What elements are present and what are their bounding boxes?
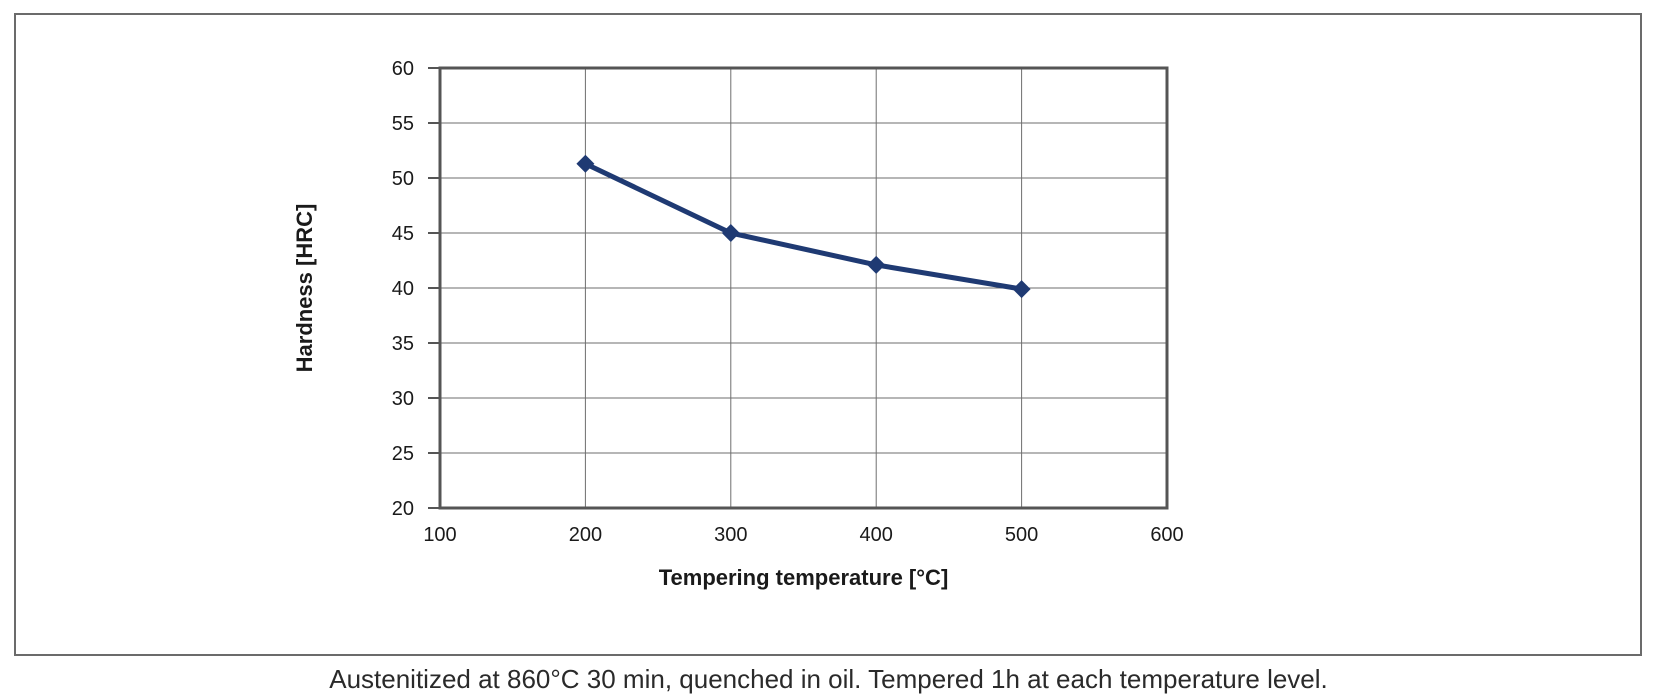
y-tick-label: 20 (392, 498, 414, 520)
y-tick-label: 30 (392, 388, 414, 410)
hardness-tempering-chart: 20 25 30 35 40 45 50 55 60 100 200 300 400 500 600 Tem… (292, 58, 1184, 590)
y-tick-label: 40 (392, 278, 414, 300)
x-tick-label: 500 (1005, 524, 1038, 546)
x-tick-label: 100 (423, 524, 456, 546)
x-tick-label: 600 (1150, 524, 1183, 546)
y-tick-label: 50 (392, 168, 414, 190)
series-layer (576, 154, 1031, 299)
data-point-marker (1012, 280, 1031, 299)
x-tick-label: 400 (860, 524, 893, 546)
x-tick-label: 200 (569, 524, 602, 546)
y-tick-label: 35 (392, 333, 414, 355)
y-tick-label: 55 (392, 113, 414, 135)
figure-caption: Austenitized at 860°C 30 min, quenched i… (329, 664, 1328, 694)
y-tick-label: 60 (392, 58, 414, 80)
axis-layer (428, 66, 1169, 510)
x-tick-label: 300 (714, 524, 747, 546)
y-tick-label: 45 (392, 223, 414, 245)
series-line (584, 161, 1023, 292)
grid-layer (440, 68, 1167, 508)
x-axis-title: Tempering temperature [°C] (659, 565, 949, 590)
tick-labels: 20 25 30 35 40 45 50 55 60 100 200 300 400 500 600 (392, 58, 1184, 546)
data-point-marker (867, 255, 886, 274)
data-point-marker (721, 224, 740, 242)
data-point-marker (576, 154, 595, 173)
y-tick-label: 25 (392, 443, 414, 465)
plot-area-border (438, 66, 1169, 510)
chart-frame (14, 13, 1642, 656)
y-axis-title: Hardness [HRC] (292, 204, 317, 373)
